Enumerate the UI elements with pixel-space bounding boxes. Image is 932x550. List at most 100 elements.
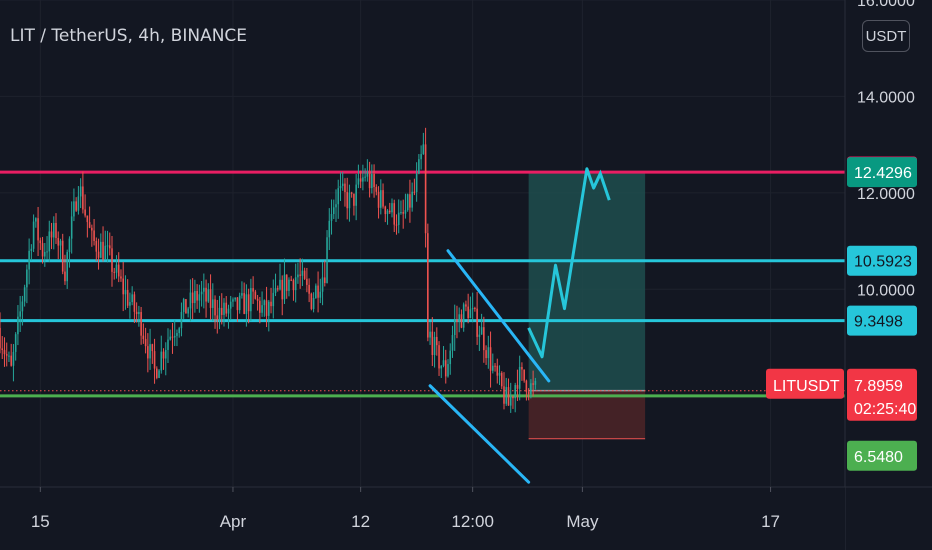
candle xyxy=(400,212,402,214)
candle xyxy=(393,203,396,225)
candle xyxy=(17,316,19,335)
candle xyxy=(129,302,131,306)
candle xyxy=(290,279,292,281)
trend-channel-line[interactable] xyxy=(446,249,551,383)
candle xyxy=(229,301,232,309)
drawings[interactable] xyxy=(428,167,611,484)
candle xyxy=(534,380,537,385)
candle xyxy=(160,351,163,371)
countdown-text: 02:25:40 xyxy=(854,401,916,418)
candle xyxy=(492,365,494,371)
price-tick-label: 12.0000 xyxy=(857,186,915,203)
trend-channel-line[interactable] xyxy=(428,384,531,484)
candle xyxy=(324,277,326,283)
candle xyxy=(162,351,165,359)
candle xyxy=(503,386,505,404)
candle xyxy=(308,284,310,294)
candle xyxy=(57,238,60,246)
candle xyxy=(178,328,180,334)
time-tick-label: 12:00 xyxy=(451,512,494,531)
candle xyxy=(254,291,257,299)
candle xyxy=(156,368,158,378)
price-tag: 6.5480 xyxy=(847,440,917,471)
candle xyxy=(310,293,313,309)
symbol-tag-text: LITUSDT xyxy=(773,378,840,395)
candle xyxy=(55,223,57,239)
candle xyxy=(391,203,393,213)
candle xyxy=(281,279,284,300)
candle xyxy=(194,290,196,304)
candle xyxy=(436,336,438,346)
candle xyxy=(247,294,250,312)
candle xyxy=(465,304,467,307)
candle xyxy=(386,210,389,215)
currency-button[interactable]: USDT xyxy=(862,20,910,52)
position-zones xyxy=(528,172,646,440)
candle xyxy=(489,347,492,371)
candle xyxy=(93,230,95,241)
stop-zone xyxy=(528,390,646,439)
candle xyxy=(227,308,230,314)
candle xyxy=(207,289,210,302)
candle xyxy=(216,315,219,321)
candle xyxy=(196,290,198,301)
candle xyxy=(189,292,192,309)
candle xyxy=(516,385,519,389)
candle xyxy=(256,298,259,301)
candle xyxy=(19,311,21,317)
horizontal-levels[interactable] xyxy=(0,170,845,398)
candle xyxy=(449,350,452,365)
candle xyxy=(102,241,104,260)
candle xyxy=(234,297,236,300)
candle xyxy=(337,188,340,205)
candle xyxy=(299,274,301,276)
candle xyxy=(173,335,176,338)
candle xyxy=(79,186,82,197)
candle xyxy=(250,288,252,312)
candle xyxy=(285,274,288,291)
price-tag-box xyxy=(847,157,917,188)
candle xyxy=(364,176,366,178)
candle xyxy=(82,186,84,210)
candle xyxy=(268,301,270,316)
candle xyxy=(478,334,481,337)
symbol-title: LIT / TetherUS, 4h, BINANCE xyxy=(10,26,248,46)
candle xyxy=(91,227,93,231)
price-tag-text: 12.4296 xyxy=(854,165,912,182)
candle xyxy=(353,193,355,206)
candle xyxy=(205,287,207,302)
candle xyxy=(203,287,205,292)
candle xyxy=(335,204,337,208)
candle xyxy=(525,380,528,392)
candle xyxy=(263,300,266,306)
candle xyxy=(440,365,443,369)
level-price-tag: 10.5923 xyxy=(847,245,917,276)
candle xyxy=(418,159,420,174)
candle xyxy=(84,209,86,216)
candle xyxy=(167,339,169,350)
candle xyxy=(88,222,91,228)
candle xyxy=(451,335,454,351)
candle xyxy=(41,243,44,257)
candle xyxy=(77,196,80,211)
candle xyxy=(350,192,353,194)
candle xyxy=(200,291,203,295)
candle xyxy=(523,369,525,381)
candle xyxy=(288,279,290,291)
candle xyxy=(238,295,241,311)
candle xyxy=(158,370,160,378)
candle xyxy=(117,264,120,277)
candle xyxy=(395,224,398,226)
candle xyxy=(10,355,12,366)
candle xyxy=(37,218,39,241)
candle xyxy=(527,391,530,395)
candle xyxy=(371,174,373,189)
projection-arrow-head xyxy=(592,169,611,201)
candle xyxy=(171,336,174,338)
price-tag-box xyxy=(847,305,917,336)
candle xyxy=(518,366,521,389)
candle xyxy=(8,355,10,357)
candle xyxy=(469,309,472,319)
candle xyxy=(505,387,508,404)
